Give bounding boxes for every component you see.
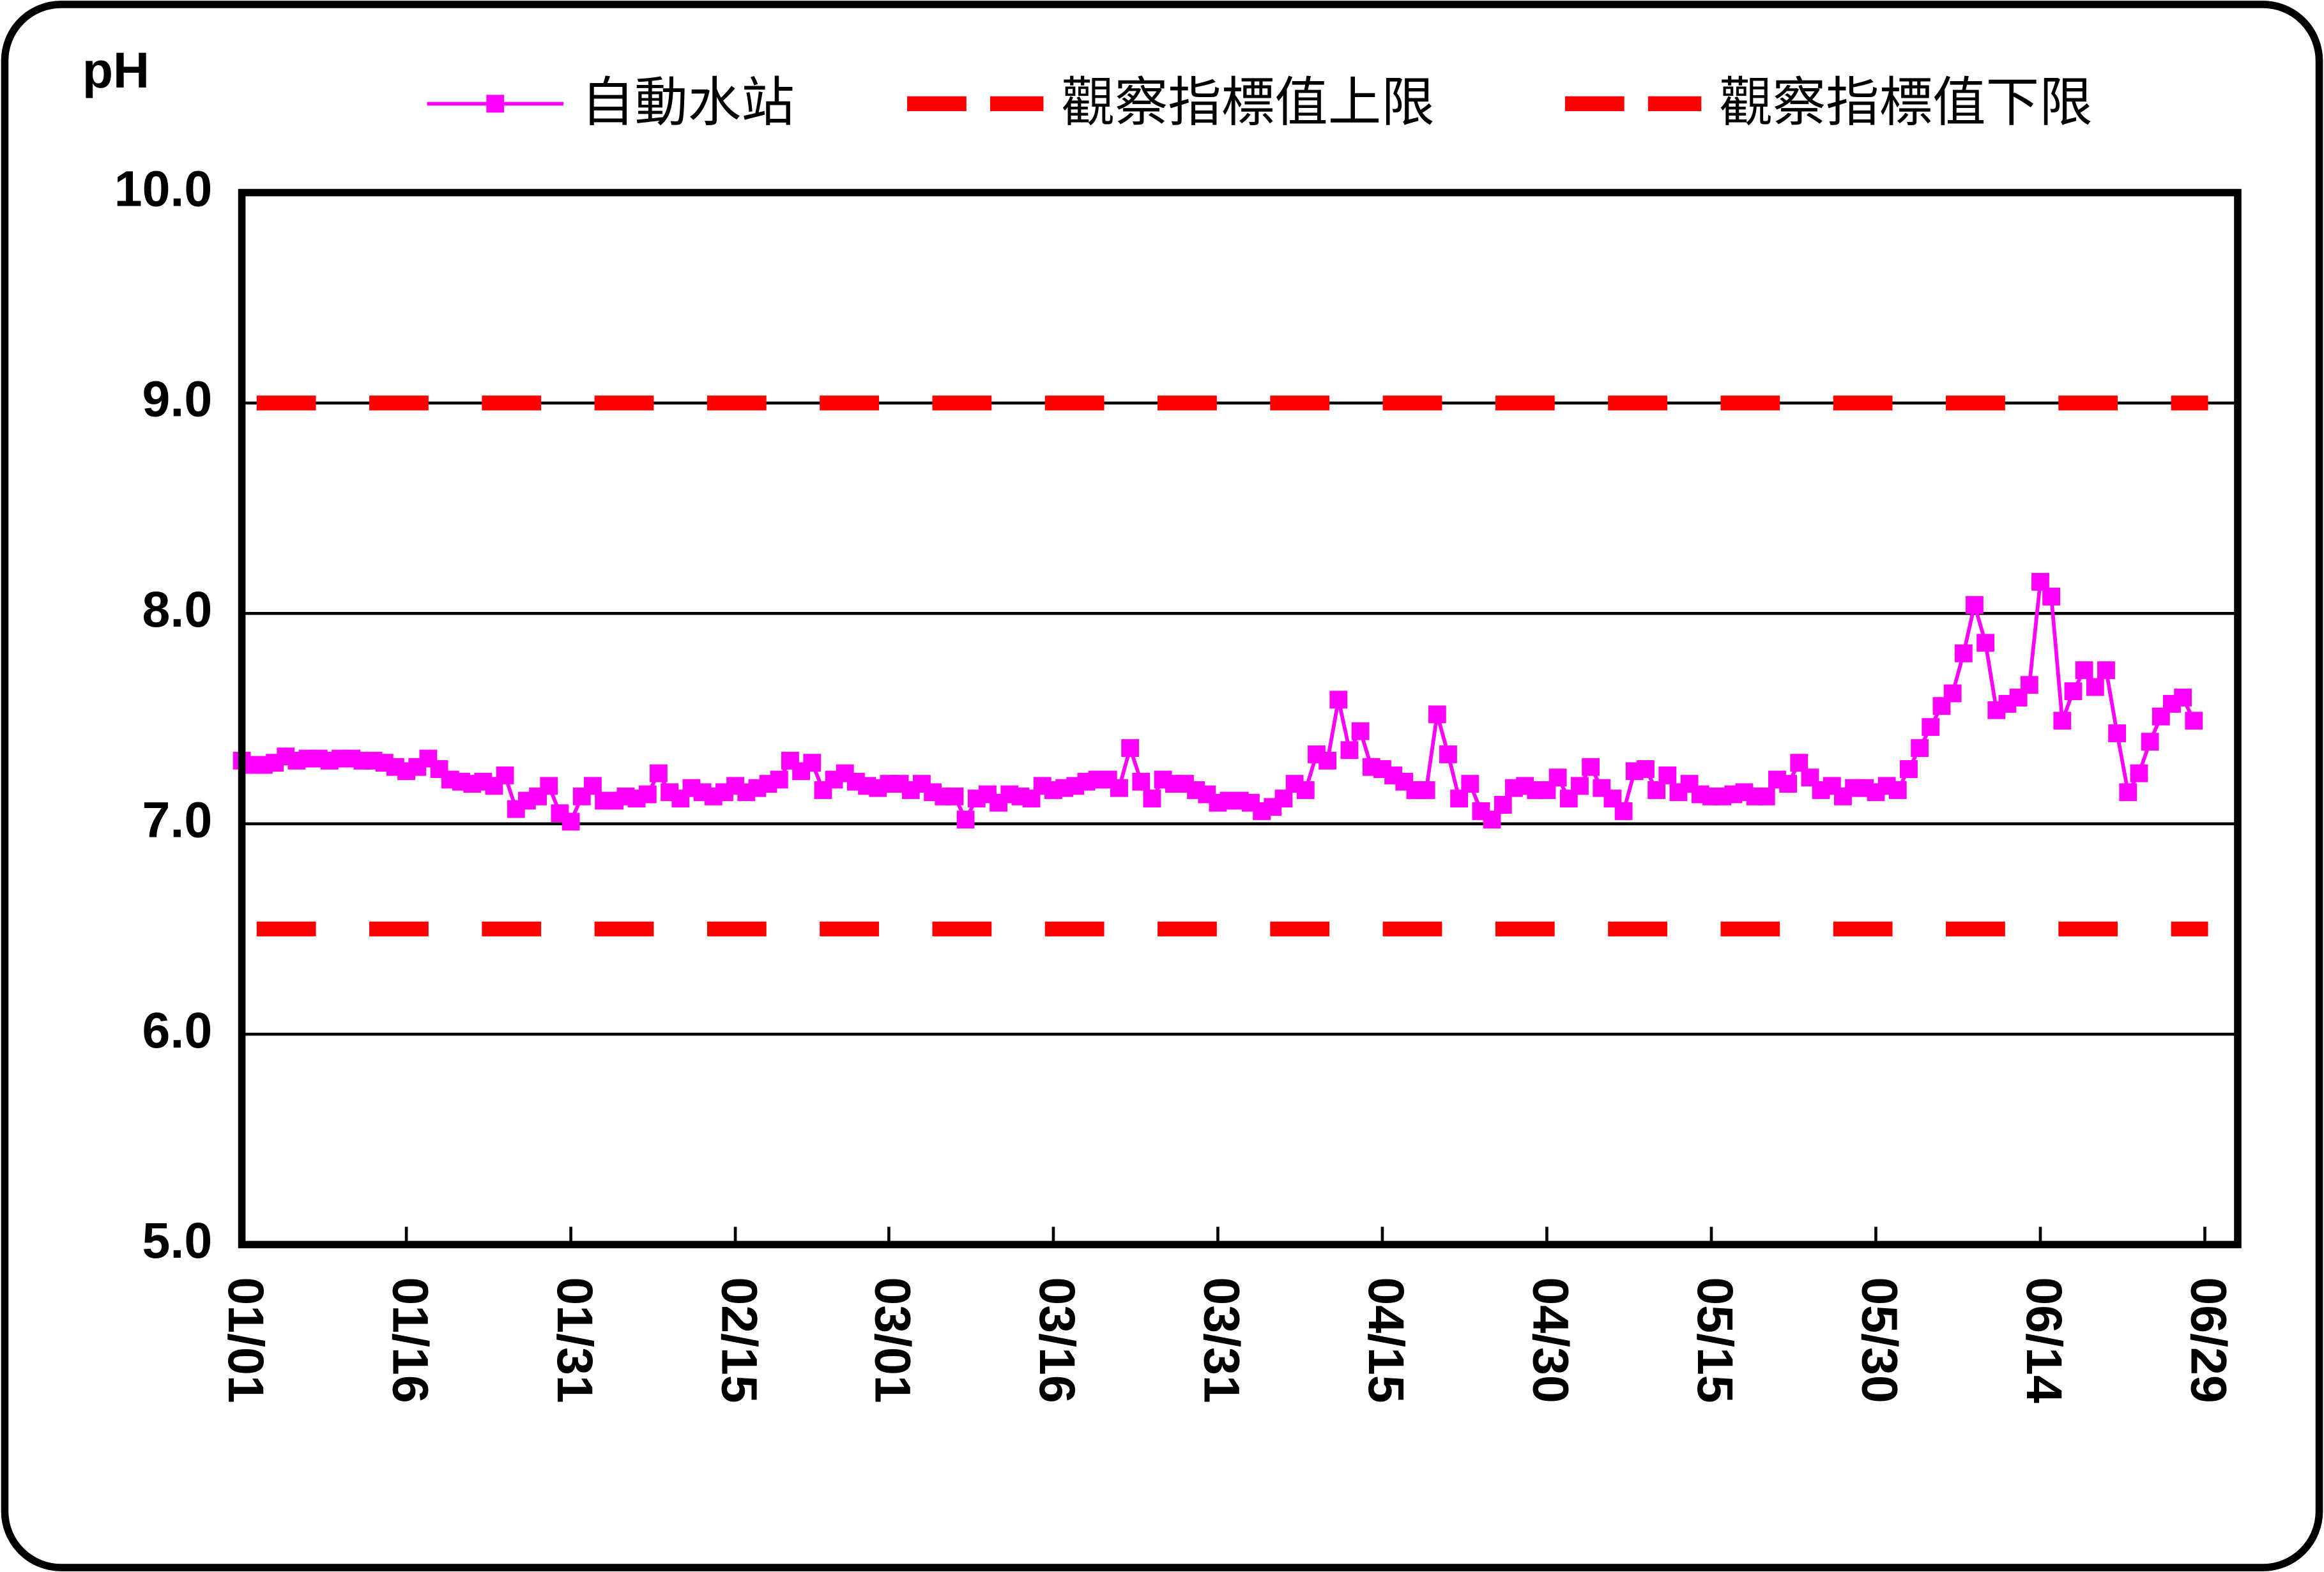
data-marker — [1439, 745, 1457, 763]
data-marker — [1417, 781, 1435, 799]
data-marker — [1548, 768, 1567, 787]
data-marker — [1143, 790, 1161, 808]
data-marker — [1757, 787, 1775, 805]
data-marker — [2064, 682, 2083, 701]
data-marker — [1900, 760, 1918, 778]
data-marker — [2075, 661, 2093, 680]
data-marker — [1658, 766, 1677, 784]
data-marker — [1911, 739, 1929, 757]
data-marker — [1976, 634, 1995, 652]
data-marker — [2185, 712, 2203, 730]
x-tick-label: 01/16 — [382, 1277, 438, 1403]
data-marker — [1779, 775, 1798, 793]
x-tick-label: 03/01 — [865, 1277, 921, 1403]
data-marker — [2130, 764, 2148, 782]
data-marker — [2020, 676, 2038, 694]
data-marker — [1319, 751, 1337, 770]
x-tick-label: 06/29 — [2181, 1277, 2237, 1403]
data-marker — [2086, 678, 2104, 696]
data-marker — [945, 787, 964, 805]
legend-label: 觀察指標值上限 — [1061, 72, 1434, 132]
data-marker — [956, 811, 975, 828]
data-marker — [2042, 588, 2061, 606]
data-marker — [650, 764, 668, 782]
legend-marker — [486, 95, 505, 113]
data-marker — [1296, 781, 1315, 799]
data-marker — [1428, 705, 1446, 724]
data-marker — [638, 785, 657, 804]
data-marker — [1121, 739, 1140, 757]
data-marker — [770, 770, 788, 789]
data-marker — [562, 813, 580, 831]
legend-label: 自動水站 — [581, 72, 795, 132]
data-marker — [1582, 758, 1600, 776]
data-marker — [1461, 775, 1479, 793]
x-tick-label: 04/30 — [1523, 1277, 1579, 1403]
y-tick-label: 10.0 — [114, 160, 212, 217]
data-marker — [1571, 777, 1589, 795]
data-marker — [1614, 802, 1633, 820]
data-marker — [496, 766, 514, 784]
x-tick-label: 02/15 — [711, 1277, 767, 1403]
data-marker — [1943, 684, 1962, 703]
x-tick-label: 04/15 — [1358, 1277, 1414, 1403]
data-marker — [2141, 733, 2159, 751]
legend-label: 觀察指標值下限 — [1719, 72, 2093, 132]
x-tick-label: 06/14 — [2016, 1277, 2072, 1403]
data-marker — [1329, 691, 1348, 709]
data-marker — [1110, 779, 1128, 797]
x-tick-label: 03/31 — [1194, 1277, 1250, 1403]
data-marker — [803, 754, 822, 772]
data-marker — [1888, 781, 1907, 799]
data-marker — [1637, 760, 1655, 778]
y-tick-label: 9.0 — [142, 371, 213, 427]
data-marker — [2097, 661, 2115, 680]
y-tick-label: 5.0 — [142, 1212, 213, 1269]
data-marker — [2053, 712, 2072, 730]
x-tick-label: 01/31 — [547, 1277, 603, 1403]
y-axis-label: pH — [82, 42, 149, 98]
data-marker — [1954, 644, 1973, 662]
plot-area — [241, 192, 2238, 1245]
y-tick-label: 6.0 — [142, 1002, 213, 1058]
data-marker — [1340, 741, 1359, 759]
y-tick-label: 8.0 — [142, 581, 213, 637]
data-marker — [1132, 772, 1151, 791]
data-marker — [2174, 689, 2192, 706]
x-tick-label: 05/15 — [1687, 1277, 1743, 1403]
x-tick-label: 01/01 — [218, 1277, 274, 1403]
data-marker — [1351, 722, 1370, 740]
plot-border — [238, 188, 2242, 1249]
data-marker — [1494, 796, 1512, 814]
data-marker — [1966, 596, 1984, 614]
y-tick-label: 7.0 — [142, 791, 213, 848]
data-marker — [2119, 783, 2137, 802]
data-marker — [540, 777, 558, 795]
x-tick-label: 03/16 — [1029, 1277, 1085, 1403]
x-tick-label: 05/30 — [1852, 1277, 1908, 1403]
data-marker — [2108, 724, 2127, 742]
data-marker — [1922, 718, 1940, 736]
